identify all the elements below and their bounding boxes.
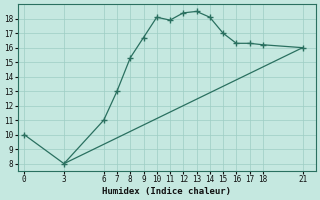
X-axis label: Humidex (Indice chaleur): Humidex (Indice chaleur) (102, 187, 231, 196)
